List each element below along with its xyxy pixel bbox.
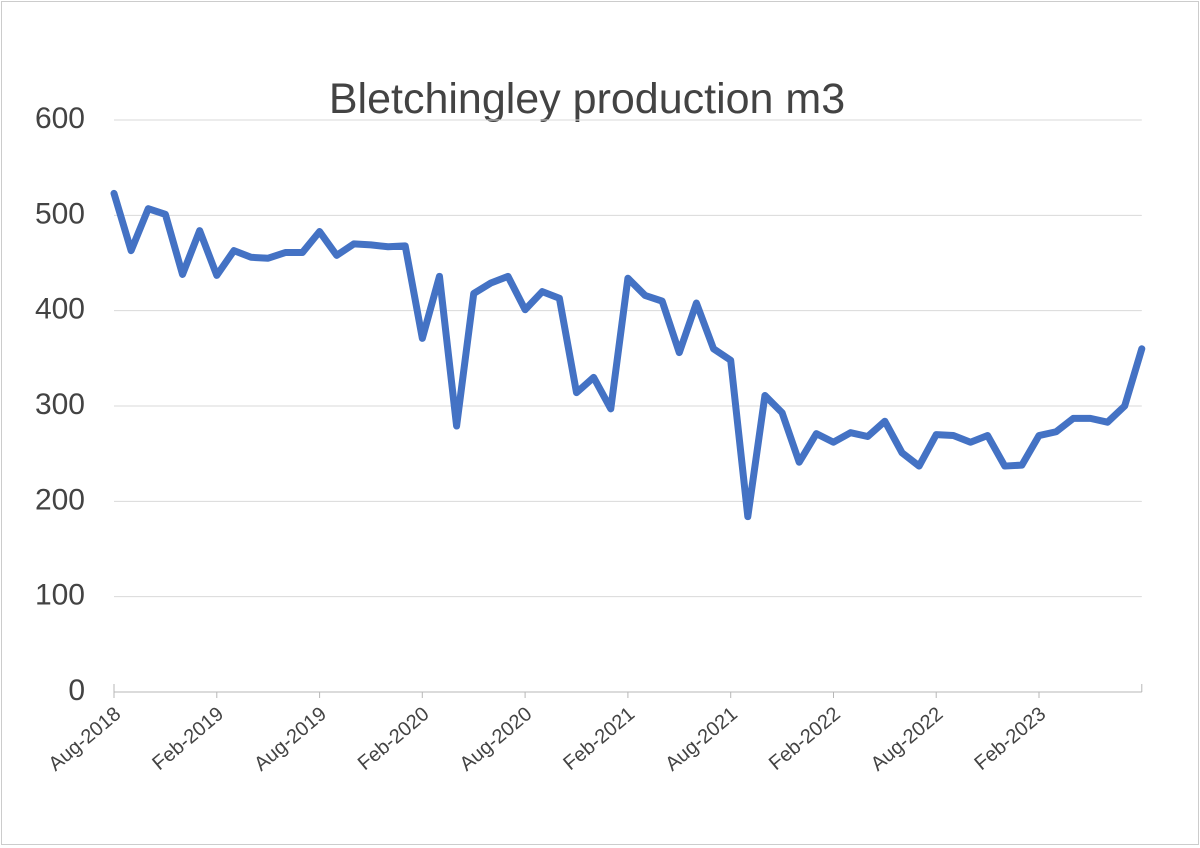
- svg-text:500: 500: [35, 197, 85, 230]
- svg-text:600: 600: [35, 102, 85, 135]
- svg-text:Feb-2022: Feb-2022: [765, 703, 845, 775]
- svg-text:200: 200: [35, 483, 85, 516]
- svg-text:Aug-2019: Aug-2019: [250, 703, 331, 776]
- svg-text:Feb-2023: Feb-2023: [970, 703, 1050, 775]
- svg-text:100: 100: [35, 579, 85, 612]
- svg-text:Aug-2022: Aug-2022: [867, 703, 948, 776]
- svg-text:Aug-2021: Aug-2021: [661, 703, 742, 776]
- svg-text:Feb-2021: Feb-2021: [559, 703, 639, 775]
- svg-text:300: 300: [35, 388, 85, 421]
- svg-text:400: 400: [35, 293, 85, 326]
- svg-text:0: 0: [68, 674, 85, 707]
- svg-text:Feb-2019: Feb-2019: [148, 703, 228, 775]
- svg-text:Feb-2020: Feb-2020: [354, 703, 434, 775]
- svg-text:Aug-2020: Aug-2020: [456, 703, 537, 776]
- svg-text:Aug-2018: Aug-2018: [45, 703, 126, 776]
